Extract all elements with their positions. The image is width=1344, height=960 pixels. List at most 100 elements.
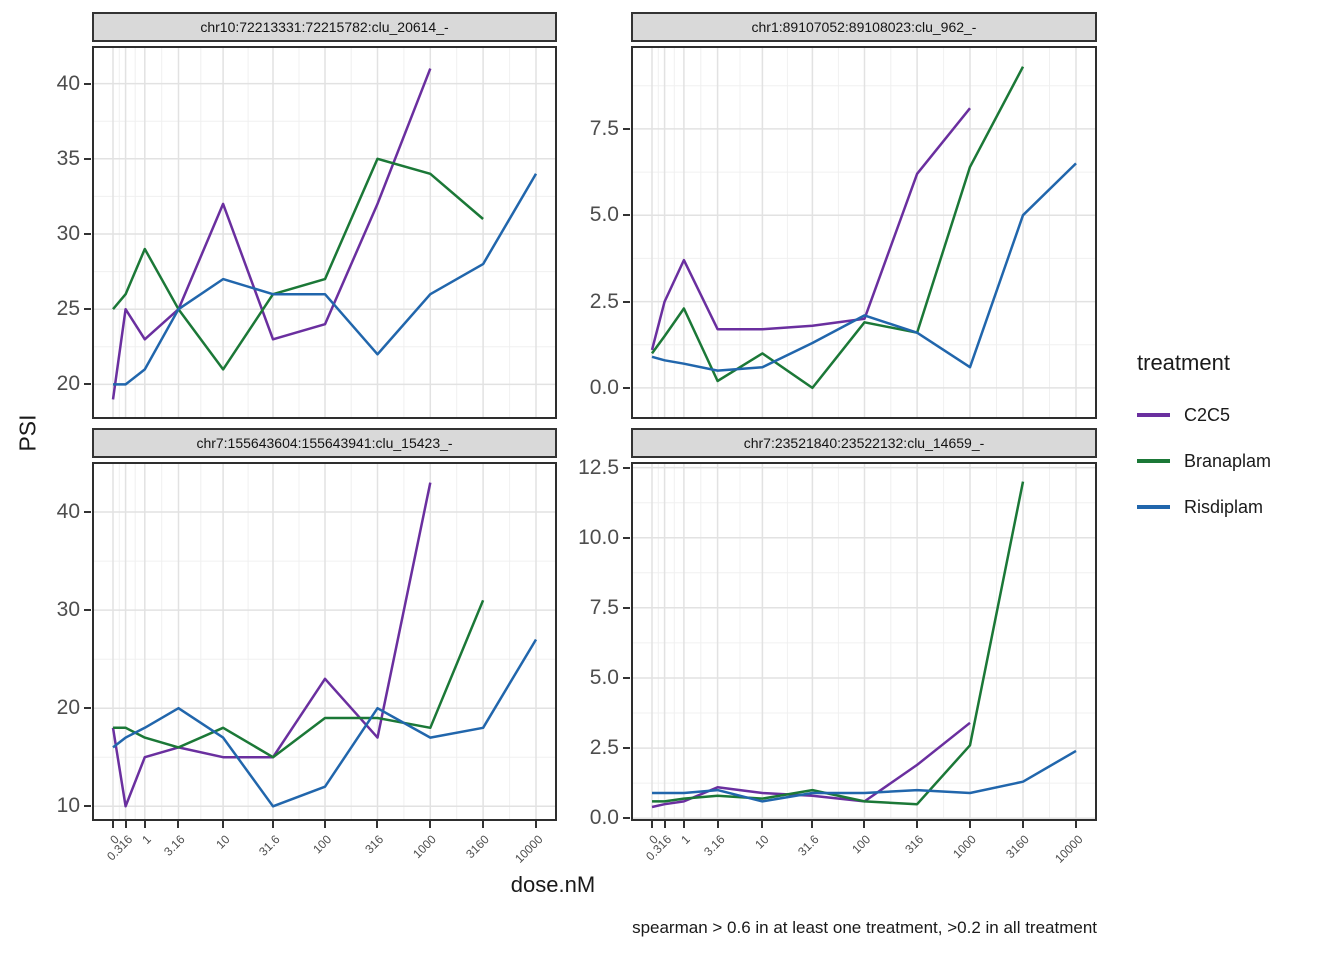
y-tick-label: 20 bbox=[56, 696, 80, 719]
x-tick-label: 316 bbox=[902, 832, 927, 857]
legend-entry-label: Risdiplam bbox=[1184, 496, 1264, 517]
x-tick-label: 10000 bbox=[511, 832, 546, 866]
y-axis-title: PSI bbox=[14, 414, 41, 452]
y-tick-label: 30 bbox=[56, 222, 80, 245]
x-tick-mark bbox=[761, 821, 763, 828]
legend-key-line bbox=[1137, 413, 1170, 417]
legend-entries: C2C5 Branaplam Risdiplam bbox=[1137, 392, 1271, 530]
legend-entry-label: Branaplam bbox=[1184, 450, 1272, 471]
series-line-C2C5 bbox=[111, 68, 432, 400]
series-line-Risdiplam bbox=[113, 173, 538, 386]
x-tick-mark bbox=[222, 821, 224, 828]
facet-panel bbox=[92, 46, 557, 419]
x-tick-label: 1000 bbox=[950, 832, 980, 862]
x-tick-mark bbox=[429, 821, 431, 828]
x-tick-mark bbox=[863, 821, 865, 828]
gridlines-major bbox=[631, 462, 1097, 821]
legend-entry: Branaplam bbox=[1137, 438, 1271, 484]
legend-key-line bbox=[1137, 459, 1170, 463]
y-tick-label: 5.0 bbox=[589, 203, 619, 226]
facet-strip: chr10:72213331:72215782:clu_20614_- bbox=[92, 12, 557, 42]
x-tick-mark bbox=[535, 821, 537, 828]
x-axis-title: dose.nM bbox=[510, 872, 596, 897]
x-tick-mark bbox=[482, 821, 484, 828]
x-tick-mark bbox=[916, 821, 918, 828]
panel-border bbox=[92, 46, 557, 419]
panel-border bbox=[631, 462, 1097, 821]
y-tick-label: 2.5 bbox=[589, 290, 619, 313]
y-tick-label: 2.5 bbox=[589, 736, 619, 759]
y-tick-label: 20 bbox=[56, 372, 80, 395]
gridlines-major bbox=[92, 462, 557, 821]
x-tick-mark bbox=[1075, 821, 1077, 828]
legend-key-line bbox=[1137, 505, 1170, 509]
y-tick-label: 30 bbox=[56, 598, 80, 621]
x-tick-mark bbox=[664, 821, 666, 828]
series-line-Branaplam bbox=[112, 157, 484, 371]
y-tick-mark bbox=[84, 308, 91, 310]
series-line-C2C5 bbox=[651, 721, 971, 809]
y-tick-mark bbox=[84, 707, 91, 709]
x-tick-label: 31.6 bbox=[255, 832, 283, 859]
facet-strip: chr1:89107052:89108023:clu_962_- bbox=[631, 12, 1097, 42]
y-tick-label: 5.0 bbox=[589, 666, 619, 689]
y-tick-mark bbox=[623, 817, 630, 819]
y-tick-mark bbox=[623, 677, 630, 679]
legend: treatment C2C5 Branaplam Risdiplam bbox=[1137, 350, 1271, 530]
facet-title: chr7:23521840:23522132:clu_14659_- bbox=[743, 435, 985, 451]
x-tick-mark bbox=[324, 821, 326, 828]
gridlines-major bbox=[92, 46, 557, 419]
y-tick-mark bbox=[623, 537, 630, 539]
series-lines bbox=[111, 482, 538, 808]
panel-border bbox=[631, 46, 1097, 419]
x-tick-mark bbox=[376, 821, 378, 828]
x-tick-mark bbox=[272, 821, 274, 828]
y-tick-mark bbox=[84, 233, 91, 235]
x-tick-mark bbox=[1022, 821, 1024, 828]
x-tick-label: 100 bbox=[849, 832, 874, 857]
y-tick-mark bbox=[84, 805, 91, 807]
y-tick-label: 25 bbox=[56, 297, 80, 320]
series-line-Branaplam bbox=[650, 66, 1025, 390]
y-tick-label: 10 bbox=[56, 794, 80, 817]
series-lines bbox=[650, 66, 1077, 390]
y-tick-label: 0.0 bbox=[589, 376, 619, 399]
legend-entry: Risdiplam bbox=[1137, 484, 1271, 530]
y-tick-label: 12.5 bbox=[578, 456, 619, 479]
facet-title: chr1:89107052:89108023:clu_962_- bbox=[751, 19, 977, 35]
facet-title: chr10:72213331:72215782:clu_20614_- bbox=[200, 19, 449, 35]
y-tick-label: 0.0 bbox=[589, 806, 619, 829]
y-tick-label: 7.5 bbox=[589, 596, 619, 619]
facet-strip: chr7:155643604:155643941:clu_15423_- bbox=[92, 428, 557, 458]
y-tick-label: 10.0 bbox=[578, 526, 619, 549]
facet-title: chr7:155643604:155643941:clu_15423_- bbox=[196, 435, 453, 451]
x-tick-label: 1 bbox=[139, 832, 155, 847]
y-tick-label: 7.5 bbox=[589, 117, 619, 140]
x-tick-label: 10 bbox=[212, 832, 233, 852]
y-tick-label: 40 bbox=[56, 72, 80, 95]
y-tick-mark bbox=[623, 607, 630, 609]
x-tick-mark bbox=[177, 821, 179, 828]
x-tick-label: 100 bbox=[310, 832, 335, 857]
series-line-Branaplam bbox=[652, 481, 1025, 806]
x-tick-label: 3.16 bbox=[160, 832, 188, 859]
x-tick-mark bbox=[651, 821, 653, 828]
x-tick-mark bbox=[144, 821, 146, 828]
series-lines bbox=[651, 481, 1077, 809]
x-tick-label: 1000 bbox=[410, 832, 440, 862]
x-tick-label: 316 bbox=[362, 832, 387, 857]
y-tick-mark bbox=[623, 467, 630, 469]
series-line-Risdiplam bbox=[112, 638, 538, 808]
x-tick-label: 1 bbox=[678, 832, 694, 847]
legend-entry-label: C2C5 bbox=[1184, 404, 1231, 425]
x-tick-mark bbox=[683, 821, 685, 828]
y-tick-label: 35 bbox=[56, 147, 80, 170]
series-line-Risdiplam bbox=[652, 749, 1077, 803]
x-tick-mark bbox=[969, 821, 971, 828]
y-tick-mark bbox=[623, 747, 630, 749]
x-tick-mark bbox=[125, 821, 127, 828]
series-line-C2C5 bbox=[650, 107, 971, 351]
gridlines-major bbox=[631, 46, 1097, 419]
facet-panel bbox=[92, 462, 557, 821]
